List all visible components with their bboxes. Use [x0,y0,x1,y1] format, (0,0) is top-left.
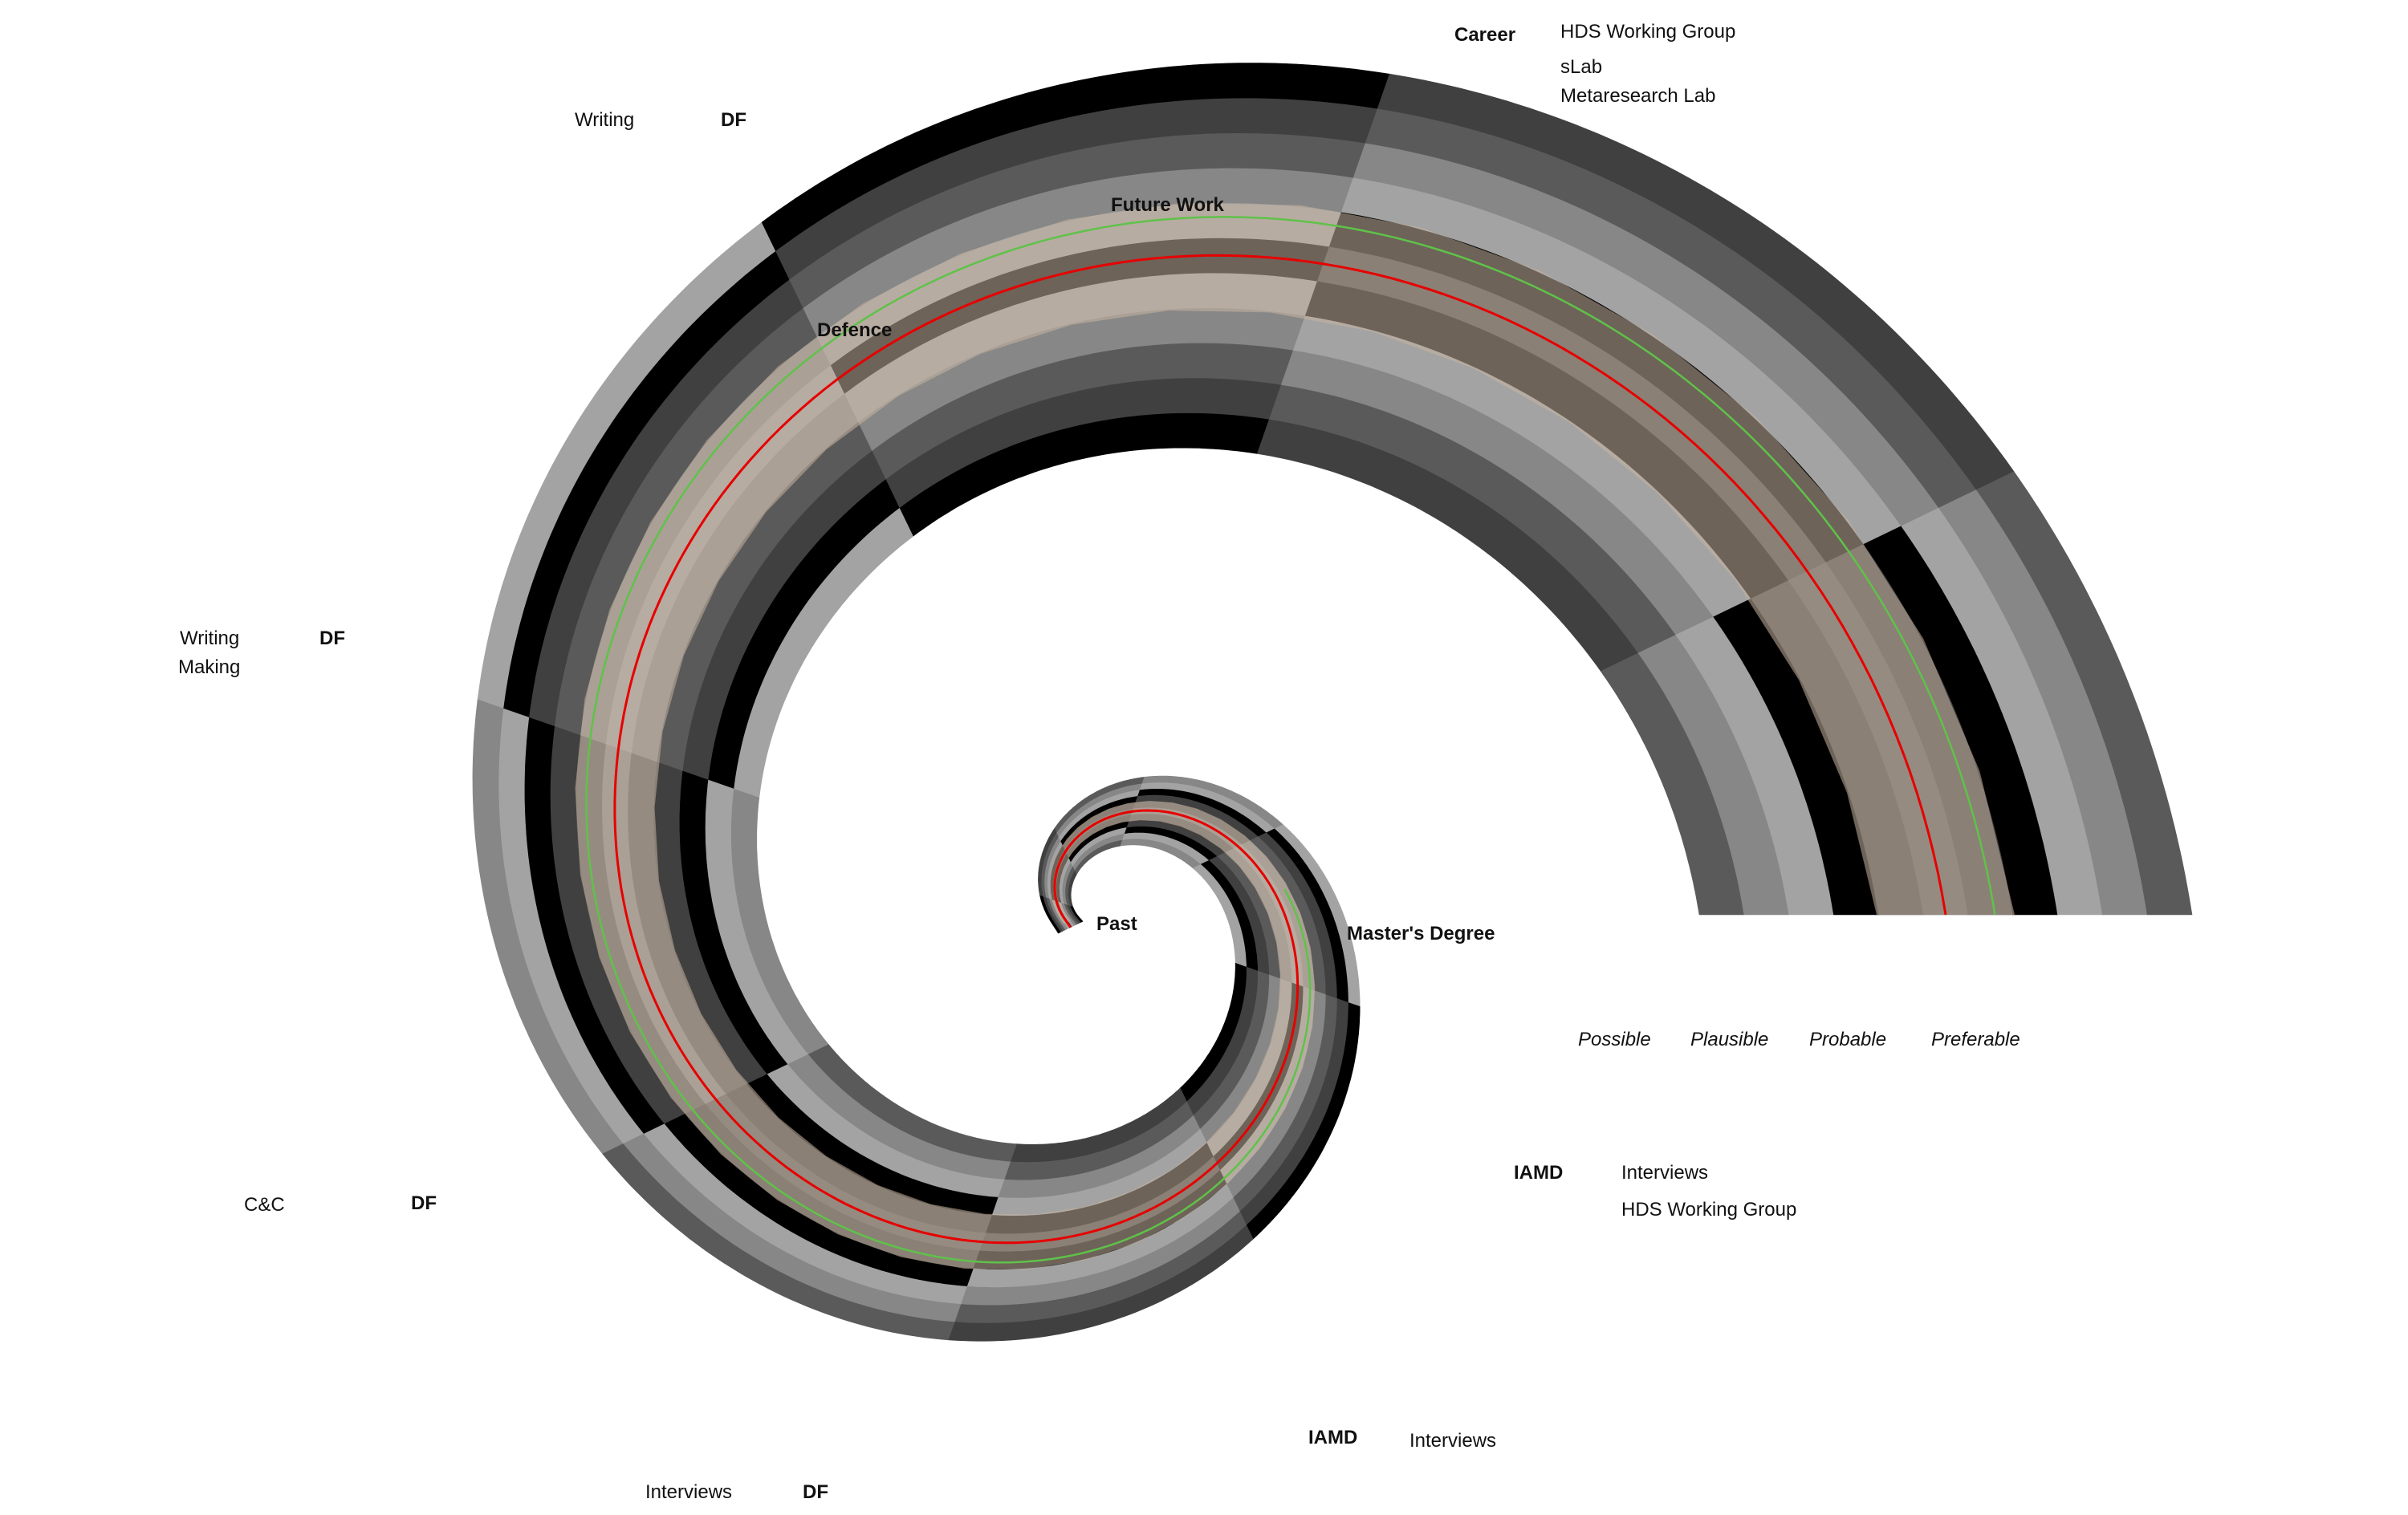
df-cc-activity: C&C [244,1194,285,1216]
df-interviews-tag: DF [803,1481,828,1503]
career-title: Career [1454,24,1516,46]
career-item: Metaresearch Lab [1560,85,1716,107]
preferable-cone-band [575,202,2015,1269]
df-cc-tag: DF [411,1192,437,1214]
legend-preferable: Preferable [1931,1029,2020,1050]
df-top-activity: Writing [575,109,635,131]
spiral-band-segment [1975,471,2193,916]
iamd-right-tag: IAMD [1514,1162,1564,1184]
milestone-future-work: Future Work [1111,194,1224,216]
career-item: HDS Working Group [1560,21,1736,43]
df-top-tag: DF [721,109,746,131]
legend-possible: Possible [1578,1029,1651,1050]
iamd-bottom-item: Interviews [1409,1430,1497,1452]
preferable-path-line [585,216,1996,1264]
df-left-activity: Making [178,656,241,678]
df-left-activity: Writing [180,628,240,649]
milestone-defence: Defence [817,319,893,341]
df-left-tag: DF [319,628,345,649]
career-item: sLab [1560,56,1603,78]
legend-plausible: Plausible [1690,1029,1769,1050]
df-interviews-activity: Interviews [645,1481,733,1503]
iamd-right-item: Interviews [1621,1162,1709,1184]
iamd-right-item: HDS Working Group [1621,1199,1797,1221]
center-label-past: Past [1096,913,1137,935]
legend-probable: Probable [1809,1029,1887,1050]
iamd-bottom-tag: IAMD [1308,1427,1358,1448]
milestone-masters-degree: Master's Degree [1347,923,1495,944]
probable-path-line [613,254,1947,1245]
